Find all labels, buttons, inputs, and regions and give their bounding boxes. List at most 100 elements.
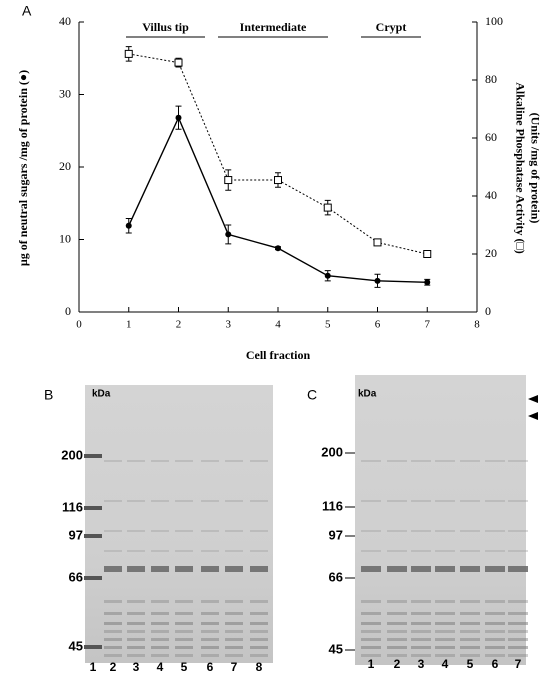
lane-label: 3 bbox=[418, 657, 425, 671]
band bbox=[127, 630, 145, 633]
band bbox=[250, 460, 268, 462]
band bbox=[175, 622, 193, 625]
band bbox=[151, 500, 169, 502]
band bbox=[104, 612, 122, 615]
band bbox=[435, 638, 455, 641]
band bbox=[460, 638, 480, 641]
x-tick-label: 6 bbox=[375, 319, 381, 331]
y2-tick-label: 20 bbox=[485, 246, 497, 260]
band bbox=[387, 566, 407, 572]
band bbox=[411, 646, 431, 649]
band bbox=[127, 460, 145, 462]
band bbox=[104, 530, 122, 532]
band bbox=[460, 622, 480, 625]
band bbox=[175, 550, 193, 552]
band bbox=[127, 550, 145, 552]
lane-label: 7 bbox=[231, 660, 238, 674]
band bbox=[151, 630, 169, 633]
region-label: Villus tip bbox=[142, 20, 189, 34]
band bbox=[104, 566, 122, 572]
band bbox=[460, 600, 480, 603]
marker-label: 45 bbox=[329, 641, 343, 656]
band bbox=[411, 622, 431, 625]
band bbox=[201, 600, 219, 603]
band bbox=[435, 600, 455, 603]
y2-tick-label: 60 bbox=[485, 130, 497, 144]
band bbox=[225, 600, 243, 603]
band bbox=[127, 654, 145, 657]
band bbox=[104, 638, 122, 641]
x-tick-label: 0 bbox=[76, 319, 82, 331]
panel-label: B bbox=[44, 387, 53, 403]
band bbox=[387, 460, 407, 462]
band bbox=[460, 646, 480, 649]
band bbox=[485, 638, 505, 641]
band bbox=[387, 622, 407, 625]
data-point bbox=[124, 49, 133, 58]
band bbox=[361, 500, 381, 502]
data-point bbox=[125, 222, 132, 229]
band bbox=[225, 630, 243, 633]
band bbox=[225, 530, 243, 532]
series-line bbox=[128, 115, 428, 283]
band bbox=[411, 550, 431, 552]
band bbox=[225, 612, 243, 615]
gel-bands bbox=[84, 454, 528, 657]
band bbox=[508, 622, 528, 625]
band bbox=[361, 460, 381, 462]
band bbox=[250, 630, 268, 633]
band bbox=[127, 500, 145, 502]
band bbox=[508, 638, 528, 641]
band bbox=[361, 600, 381, 603]
band bbox=[485, 630, 505, 633]
band bbox=[104, 654, 122, 657]
band bbox=[175, 646, 193, 649]
unit-label: kDa bbox=[92, 389, 111, 400]
marker-label: 200 bbox=[321, 444, 343, 459]
data-point bbox=[323, 203, 332, 212]
series-line bbox=[128, 53, 428, 255]
band bbox=[387, 638, 407, 641]
band bbox=[435, 646, 455, 649]
band bbox=[151, 530, 169, 532]
data-point bbox=[174, 58, 183, 67]
band bbox=[411, 638, 431, 641]
band bbox=[460, 460, 480, 462]
band bbox=[84, 576, 102, 580]
y-tick-label: 20 bbox=[59, 159, 71, 173]
data-point bbox=[324, 272, 331, 279]
band bbox=[250, 612, 268, 615]
band bbox=[508, 600, 528, 603]
band bbox=[460, 500, 480, 502]
band bbox=[508, 550, 528, 552]
band bbox=[84, 506, 102, 510]
band bbox=[435, 500, 455, 502]
band bbox=[225, 500, 243, 502]
region-label: Crypt bbox=[376, 20, 407, 34]
gel-c bbox=[355, 375, 526, 665]
gel-b bbox=[85, 385, 273, 663]
lane-label: 8 bbox=[256, 660, 263, 674]
panel-label: C bbox=[307, 387, 317, 403]
band bbox=[250, 530, 268, 532]
band bbox=[127, 646, 145, 649]
y-tick-label: 40 bbox=[59, 14, 71, 28]
lane-label: 5 bbox=[467, 657, 474, 671]
band bbox=[84, 645, 102, 649]
band bbox=[84, 534, 102, 538]
band bbox=[104, 500, 122, 502]
band bbox=[175, 654, 193, 657]
band bbox=[411, 460, 431, 462]
band bbox=[151, 622, 169, 625]
marker-label: 66 bbox=[69, 569, 83, 584]
band bbox=[485, 654, 505, 657]
band bbox=[175, 600, 193, 603]
band bbox=[201, 460, 219, 462]
y-tick-label: 0 bbox=[65, 304, 71, 318]
band bbox=[151, 612, 169, 615]
band bbox=[104, 550, 122, 552]
band bbox=[250, 622, 268, 625]
band bbox=[225, 566, 243, 572]
band bbox=[460, 630, 480, 633]
